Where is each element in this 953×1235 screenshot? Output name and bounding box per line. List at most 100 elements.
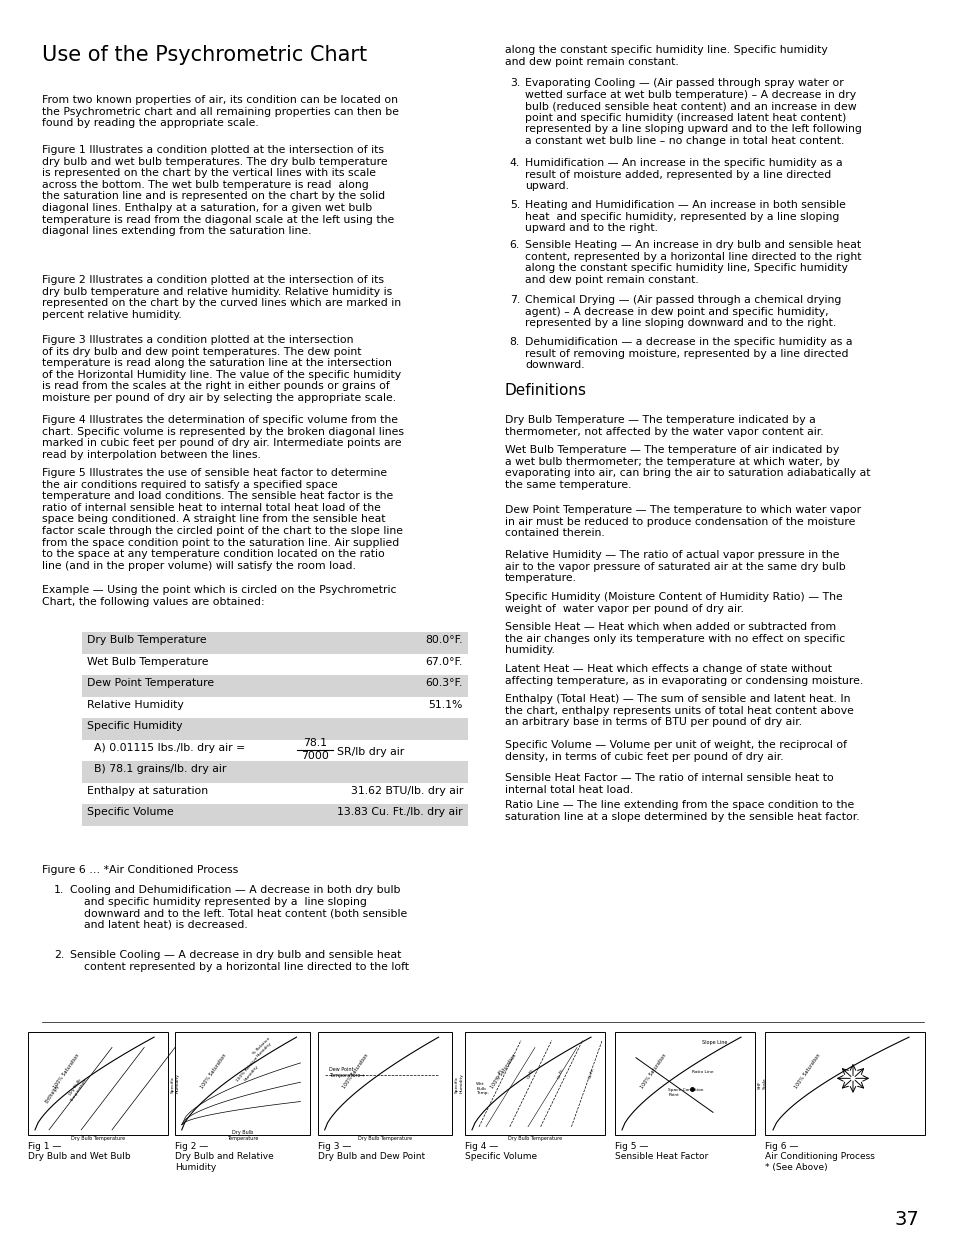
- Text: Cu.Ft.: Cu.Ft.: [496, 1067, 503, 1079]
- Text: 80.0°F.: 80.0°F.: [425, 635, 462, 645]
- Text: Cu.Ft.: Cu.Ft.: [526, 1067, 534, 1079]
- Text: 6.: 6.: [509, 240, 519, 249]
- Bar: [82, 676, 468, 697]
- Text: Wet Bulb Temperature: Wet Bulb Temperature: [87, 657, 209, 667]
- Text: 13.83 Cu. Ft./lb. dry air: 13.83 Cu. Ft./lb. dry air: [337, 806, 462, 818]
- Text: Cu.Ft.: Cu.Ft.: [557, 1067, 565, 1079]
- Text: Fig 2 —
Dry Bulb and Relative
Humidity: Fig 2 — Dry Bulb and Relative Humidity: [174, 1142, 274, 1172]
- Text: Dry Bulb Temperature: Dry Bulb Temperature: [357, 1136, 412, 1141]
- Text: From two known properties of air, its condition can be located on
the Psychromet: From two known properties of air, its co…: [42, 95, 398, 128]
- Text: 100% Saturation: 100% Saturation: [639, 1052, 667, 1089]
- Text: 78.1: 78.1: [303, 739, 327, 748]
- Text: Dew Point Temperature — The temperature to which water vapor
in air must be redu: Dew Point Temperature — The temperature …: [504, 505, 861, 538]
- Text: Specific Volume: Specific Volume: [87, 806, 173, 818]
- Text: 51.1%: 51.1%: [428, 699, 462, 709]
- Text: Evaporating Cooling — (Air passed through spray water or
wetted surface at wet b: Evaporating Cooling — (Air passed throug…: [524, 78, 861, 146]
- Text: 7.: 7.: [509, 295, 519, 305]
- Text: Example — Using the point which is circled on the Psychrometric
Chart, the follo: Example — Using the point which is circl…: [42, 585, 396, 606]
- Bar: [28, 1032, 168, 1135]
- Text: Cu.Ft.: Cu.Ft.: [588, 1067, 596, 1079]
- Bar: [82, 632, 468, 653]
- Text: 100% Saturation: 100% Saturation: [199, 1052, 227, 1089]
- Bar: [764, 1032, 924, 1135]
- Text: 100% Relative
Humidity: 100% Relative Humidity: [235, 1056, 262, 1086]
- Text: Cooling and Dehumidification — A decrease in both dry bulb
    and specific humi: Cooling and Dehumidification — A decreas…: [70, 885, 407, 930]
- Text: Dew Point
Temperature→: Dew Point Temperature→: [329, 1067, 364, 1078]
- Text: Heating and Humidification — An increase in both sensible
heat  and specific hum: Heating and Humidification — An increase…: [524, 200, 845, 233]
- Text: Sensible Heating — An increase in dry bulb and sensible heat
content, represente: Sensible Heating — An increase in dry bu…: [524, 240, 861, 285]
- Text: 100% Saturation: 100% Saturation: [490, 1052, 517, 1089]
- Bar: [317, 1032, 452, 1135]
- Text: Enthalpy (Total Heat) — The sum of sensible and latent heat. In
the chart, entha: Enthalpy (Total Heat) — The sum of sensi…: [504, 694, 853, 727]
- Text: Humidification — An increase in the specific humidity as a
result of moisture ad: Humidification — An increase in the spec…: [524, 158, 841, 191]
- Bar: [82, 761, 468, 783]
- Text: 1.: 1.: [53, 885, 64, 895]
- Text: 5.: 5.: [509, 200, 519, 210]
- Text: 37: 37: [893, 1210, 918, 1229]
- Text: Ratio Line — The line extending from the space condition to the
saturation line : Ratio Line — The line extending from the…: [504, 800, 859, 821]
- Text: Specific Humidity (Moisture Content of Humidity Ratio) — The
weight of  water va: Specific Humidity (Moisture Content of H…: [504, 592, 841, 614]
- Text: 7000: 7000: [301, 751, 329, 761]
- Text: Enthalpy: Enthalpy: [45, 1083, 61, 1104]
- Text: Specific Humidity: Specific Humidity: [87, 721, 182, 731]
- Text: 8.: 8.: [509, 337, 519, 347]
- Text: 100% Saturation: 100% Saturation: [793, 1052, 821, 1089]
- Bar: [82, 804, 468, 825]
- Text: Ratio Line: Ratio Line: [691, 1071, 713, 1074]
- Text: Dry Bulb
Temperature: Dry Bulb Temperature: [227, 1130, 258, 1141]
- Text: 3.: 3.: [509, 78, 519, 88]
- Text: Figure 6 … *Air Conditioned Process: Figure 6 … *Air Conditioned Process: [42, 864, 238, 876]
- Text: 31.62 BTU/lb. dry air: 31.62 BTU/lb. dry air: [351, 785, 462, 795]
- Text: Figure 3 Illustrates a condition plotted at the intersection
of its dry bulb and: Figure 3 Illustrates a condition plotted…: [42, 335, 400, 403]
- Text: Dry Bulb Temperature: Dry Bulb Temperature: [71, 1136, 125, 1141]
- Text: 4.: 4.: [509, 158, 519, 168]
- Bar: [174, 1032, 310, 1135]
- Text: Dry Bulb Temperature: Dry Bulb Temperature: [87, 635, 207, 645]
- Text: 100% Saturation: 100% Saturation: [342, 1052, 370, 1089]
- Text: Sensible Heat — Heat which when added or subtracted from
the air changes only it: Sensible Heat — Heat which when added or…: [504, 622, 844, 656]
- Text: Relative Humidity: Relative Humidity: [87, 699, 184, 709]
- Bar: [82, 718, 468, 740]
- Text: Use of the Psychrometric Chart: Use of the Psychrometric Chart: [42, 44, 367, 65]
- Text: Fig 4 —
Specific Volume: Fig 4 — Specific Volume: [464, 1142, 537, 1161]
- Text: 100% Saturation: 100% Saturation: [53, 1052, 81, 1089]
- Text: Enthalpy at saturation: Enthalpy at saturation: [87, 785, 208, 795]
- Text: Fig 3 —
Dry Bulb and Dew Point: Fig 3 — Dry Bulb and Dew Point: [317, 1142, 425, 1161]
- Text: 67.0°F.: 67.0°F.: [425, 657, 462, 667]
- Text: Specific Volume — Volume per unit of weight, the reciprocal of
density, in terms: Specific Volume — Volume per unit of wei…: [504, 740, 846, 762]
- Text: Sensible Heat Factor — The ratio of internal sensible heat to
internal total hea: Sensible Heat Factor — The ratio of inte…: [504, 773, 833, 794]
- Text: SR/lb dry air: SR/lb dry air: [336, 747, 404, 757]
- Text: Specific
Humidity: Specific Humidity: [455, 1073, 463, 1093]
- Text: % Relative
Humidity: % Relative Humidity: [252, 1036, 274, 1058]
- Text: Relative Humidity — The ratio of actual vapor pressure in the
air to the vapor p: Relative Humidity — The ratio of actual …: [504, 550, 845, 583]
- Text: Specific
Humidity: Specific Humidity: [171, 1073, 179, 1093]
- Text: Fig 5 —
Sensible Heat Factor: Fig 5 — Sensible Heat Factor: [615, 1142, 707, 1161]
- Text: Dehumidification — a decrease in the specific humidity as a
result of removing m: Dehumidification — a decrease in the spe…: [524, 337, 852, 370]
- Text: SHF
Scale: SHF Scale: [757, 1078, 765, 1089]
- Text: Dew Point Temperature: Dew Point Temperature: [87, 678, 213, 688]
- Text: B) 78.1 grains/lb. dry air: B) 78.1 grains/lb. dry air: [87, 764, 226, 774]
- Text: Dry Bulb Temperature — The temperature indicated by a
thermometer, not affected : Dry Bulb Temperature — The temperature i…: [504, 415, 822, 437]
- Text: 2.: 2.: [53, 950, 64, 960]
- Text: Space Condition
Point: Space Condition Point: [667, 1088, 703, 1097]
- Text: Fig 6 —
Air Conditioning Process
* (See Above): Fig 6 — Air Conditioning Process * (See …: [764, 1142, 874, 1172]
- Text: Figure 1 Illustrates a condition plotted at the intersection of its
dry bulb and: Figure 1 Illustrates a condition plotted…: [42, 144, 394, 236]
- Text: Figure 5 Illustrates the use of sensible heat factor to determine
the air condit: Figure 5 Illustrates the use of sensible…: [42, 468, 402, 571]
- Text: Figure 4 Illustrates the determination of specific volume from the
chart. Specif: Figure 4 Illustrates the determination o…: [42, 415, 403, 459]
- Bar: [464, 1032, 604, 1135]
- Text: Definitions: Definitions: [504, 383, 586, 398]
- Text: A) 0.01115 lbs./lb. dry air =: A) 0.01115 lbs./lb. dry air =: [87, 742, 245, 752]
- Text: Figure 2 Illustrates a condition plotted at the intersection of its
dry bulb tem: Figure 2 Illustrates a condition plotted…: [42, 275, 400, 320]
- Text: Wet
Bulb
Temp.: Wet Bulb Temp.: [476, 1082, 489, 1095]
- Text: Fig 1 —
Dry Bulb and Wet Bulb: Fig 1 — Dry Bulb and Wet Bulb: [28, 1142, 131, 1161]
- Text: Latent Heat — Heat which effects a change of state without
affecting temperature: Latent Heat — Heat which effects a chang…: [504, 664, 862, 685]
- Bar: [615, 1032, 754, 1135]
- Text: Sensible Cooling — A decrease in dry bulb and sensible heat
    content represen: Sensible Cooling — A decrease in dry bul…: [70, 950, 409, 972]
- Text: 60.3°F.: 60.3°F.: [425, 678, 462, 688]
- Text: Dry Bulb Temperature: Dry Bulb Temperature: [507, 1136, 561, 1141]
- Text: Slope Line: Slope Line: [701, 1040, 726, 1045]
- Text: along the constant specific humidity line. Specific humidity
and dew point remai: along the constant specific humidity lin…: [504, 44, 827, 67]
- Text: Wet Bulb Temperature — The temperature of air indicated by
a wet bulb thermomete: Wet Bulb Temperature — The temperature o…: [504, 445, 869, 490]
- Text: Chemical Drying — (Air passed through a chemical drying
agent) – A decrease in d: Chemical Drying — (Air passed through a …: [524, 295, 841, 329]
- Text: Dry Bulb
Temperature: Dry Bulb Temperature: [66, 1074, 88, 1103]
